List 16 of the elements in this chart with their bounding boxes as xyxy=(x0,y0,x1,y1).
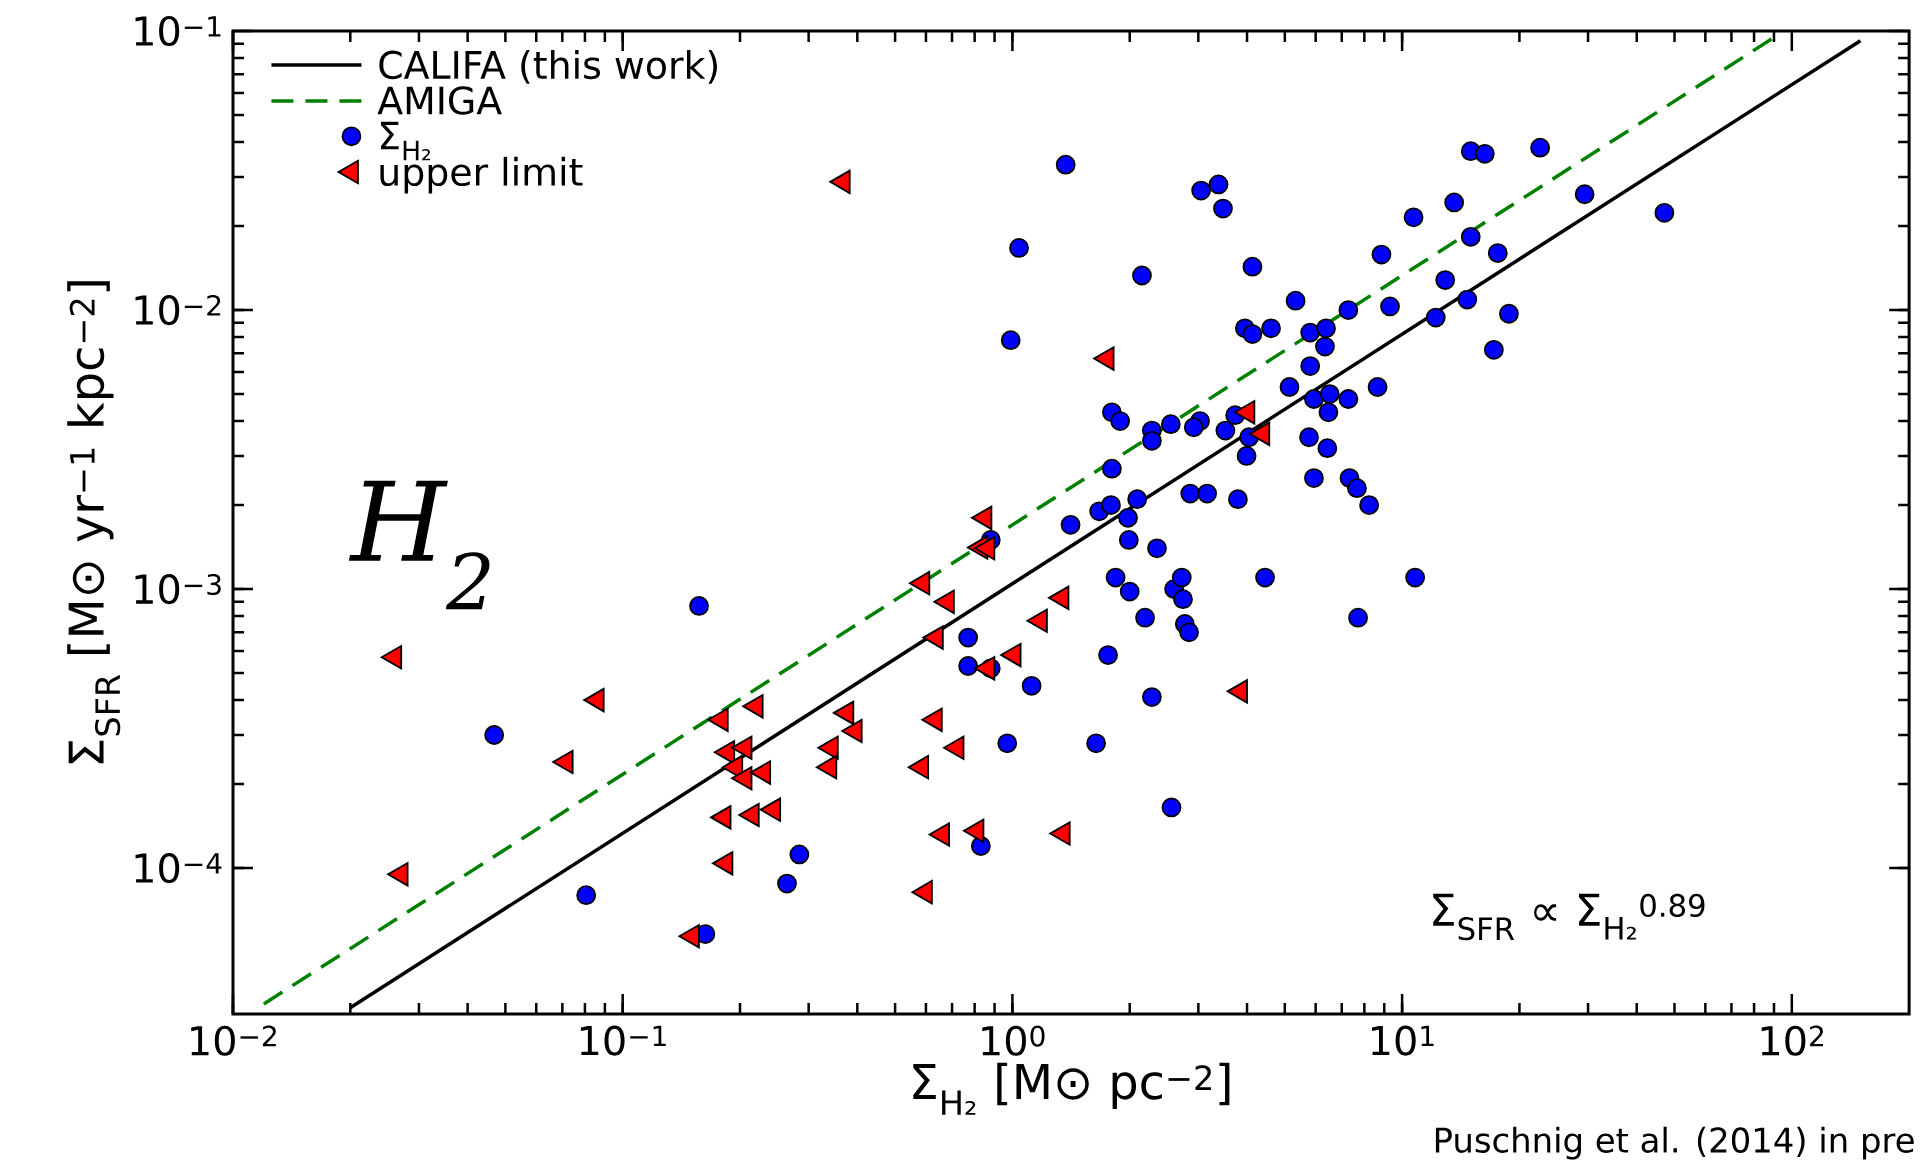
annotation: H$_{2}$ xyxy=(348,480,490,610)
x-tick-label: 10$^{0}$ xyxy=(982,1025,1045,1056)
x-tick-label: 10$^{−2}$ xyxy=(191,1025,276,1056)
legend-label: CALIFA (this work) xyxy=(379,49,717,84)
y-axis-title: Σ$_{SFR}$ [M⊙ yr$^{−1}$ kpc$^{−2}$] xyxy=(67,281,121,764)
annotation: Σ$_{SFR}$ ∝ Σ$_{H₂}$0.89 xyxy=(1433,893,1705,941)
y-tick-label: 10$^{−2}$ xyxy=(135,294,221,326)
y-tick-label: 10$^{−4}$ xyxy=(135,853,222,884)
x-axis-title: Σ$_{H₂}$ [M⊙ pc$^{−2}$] xyxy=(913,1062,1230,1115)
x-tick-label: 10$^{2}$ xyxy=(1761,1025,1823,1056)
y-tick-label: 10$^{−3}$ xyxy=(135,573,221,605)
y-tick-label: 10$^{−1}$ xyxy=(135,15,221,47)
legend-label: AMIGA xyxy=(377,86,502,115)
x-tick-label: 10$^{1}$ xyxy=(1372,1025,1434,1056)
x-tick-label: 10$^{−1}$ xyxy=(580,1025,666,1056)
text: Puschnig et al. (2014) in pre xyxy=(1435,1126,1914,1160)
